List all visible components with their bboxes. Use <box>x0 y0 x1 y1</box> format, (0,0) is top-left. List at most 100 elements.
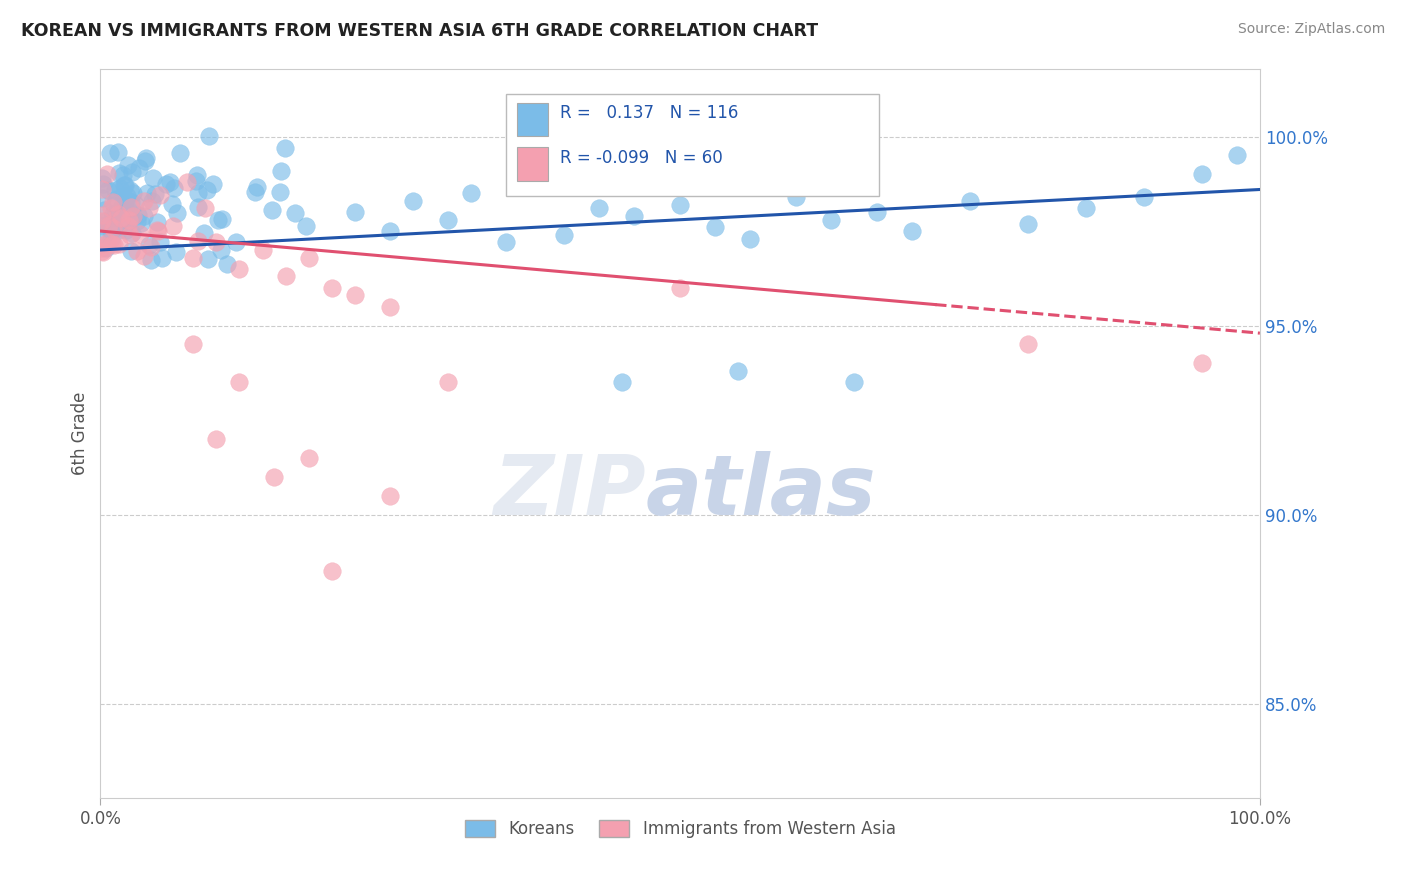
Point <box>1017 217 1039 231</box>
Point <box>460 186 482 201</box>
Point <box>101 221 124 235</box>
Point <box>610 376 633 390</box>
Point <box>117 219 139 233</box>
Point <box>162 219 184 234</box>
Point <box>91 177 114 191</box>
Point <box>111 200 134 214</box>
Point <box>90 181 112 195</box>
Point <box>127 208 149 222</box>
Point <box>252 243 274 257</box>
Point <box>380 300 402 314</box>
Point <box>108 166 131 180</box>
Point <box>98 218 121 232</box>
Text: ZIP: ZIP <box>492 451 645 533</box>
Point <box>380 489 402 503</box>
Point <box>159 175 181 189</box>
Point <box>205 235 228 250</box>
Point <box>669 197 692 211</box>
Point <box>181 337 204 351</box>
Point <box>97 218 120 232</box>
Point <box>120 228 142 243</box>
Point <box>117 211 139 226</box>
Point <box>160 197 183 211</box>
Point <box>380 224 402 238</box>
Point <box>202 177 225 191</box>
Point <box>437 376 460 390</box>
Point <box>121 186 143 201</box>
Point <box>1226 148 1249 162</box>
Point <box>101 207 124 221</box>
Point <box>207 213 229 227</box>
Point <box>114 199 136 213</box>
Point <box>145 223 167 237</box>
Point <box>90 241 112 255</box>
Point <box>225 235 247 250</box>
Point <box>90 238 112 252</box>
Point <box>298 450 321 465</box>
Point <box>103 198 125 212</box>
Point <box>103 238 125 252</box>
Point <box>100 231 122 245</box>
Point <box>727 364 749 378</box>
Point <box>96 167 118 181</box>
Point <box>91 244 114 259</box>
Point <box>1017 337 1039 351</box>
Point <box>108 181 131 195</box>
Point <box>100 224 122 238</box>
Point <box>139 253 162 268</box>
Point <box>93 230 115 244</box>
Point <box>195 183 218 197</box>
Point <box>91 208 114 222</box>
Point <box>136 186 159 201</box>
Point <box>669 281 692 295</box>
Text: R =   0.137   N = 116: R = 0.137 N = 116 <box>560 104 738 122</box>
Point <box>245 185 267 199</box>
Point <box>125 213 148 227</box>
Point <box>115 193 138 207</box>
Point <box>108 223 131 237</box>
Point <box>1191 356 1213 370</box>
Point <box>246 180 269 194</box>
Point <box>295 219 318 233</box>
Point <box>127 244 149 259</box>
Point <box>104 192 127 206</box>
Point <box>115 222 138 236</box>
Point <box>186 174 208 188</box>
Point <box>117 158 139 172</box>
Point <box>820 212 842 227</box>
Point <box>1191 167 1213 181</box>
Point <box>145 215 167 229</box>
Point <box>104 183 127 197</box>
Point <box>110 211 132 225</box>
Point <box>901 224 924 238</box>
Point <box>187 200 209 214</box>
Point <box>169 145 191 160</box>
Point <box>269 185 291 199</box>
Point <box>274 141 297 155</box>
Point <box>211 211 233 226</box>
Point <box>108 237 131 252</box>
Point <box>132 210 155 224</box>
Point <box>141 194 163 208</box>
Point <box>120 244 142 258</box>
Point <box>129 216 152 230</box>
Point <box>141 170 163 185</box>
Point <box>785 190 807 204</box>
Point <box>703 220 725 235</box>
Text: Source: ZipAtlas.com: Source: ZipAtlas.com <box>1237 22 1385 37</box>
Point <box>181 251 204 265</box>
Point <box>228 261 250 276</box>
Point <box>90 191 112 205</box>
Y-axis label: 6th Grade: 6th Grade <box>72 392 89 475</box>
Point <box>93 203 115 218</box>
Point <box>274 269 297 284</box>
Point <box>553 227 575 242</box>
Point <box>284 206 307 220</box>
Point <box>165 244 187 259</box>
Point <box>107 207 129 221</box>
Point <box>91 245 114 260</box>
Point <box>344 205 367 219</box>
Point <box>437 212 460 227</box>
Point <box>120 183 142 197</box>
Point <box>205 432 228 446</box>
